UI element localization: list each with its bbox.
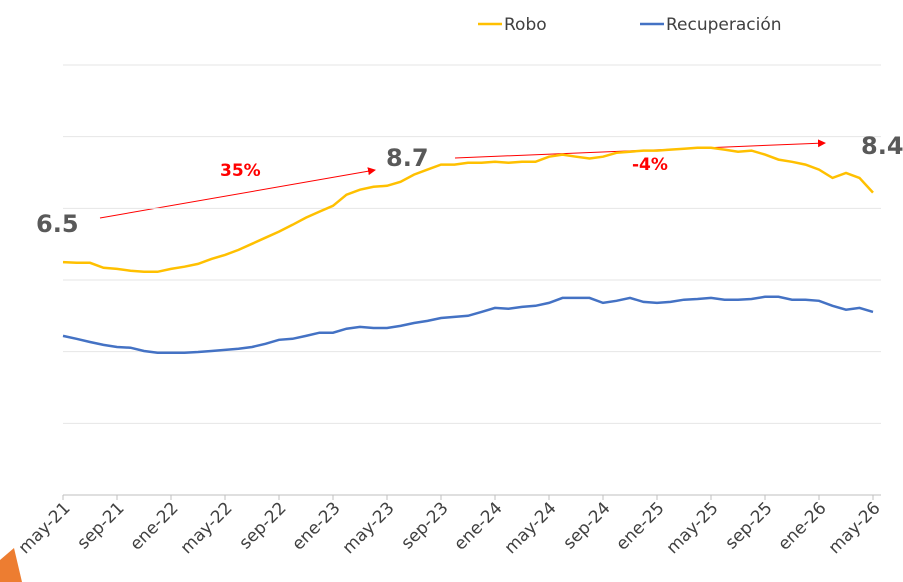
x-tick-label: sep-21 bbox=[73, 498, 128, 553]
x-tick-label: may-26 bbox=[825, 498, 885, 558]
x-tick-label: may-21 bbox=[15, 498, 75, 558]
x-tick-label: ene-26 bbox=[774, 498, 830, 554]
x-tick-label: may-24 bbox=[501, 498, 561, 558]
trend-arrow bbox=[99, 167, 376, 219]
x-tick-label: sep-22 bbox=[235, 498, 290, 553]
x-tick-label: may-23 bbox=[339, 498, 399, 558]
x-tick-label: ene-24 bbox=[450, 498, 506, 554]
annotation: 35% bbox=[220, 161, 261, 181]
series-line bbox=[62, 295, 874, 354]
x-tick-label: ene-25 bbox=[612, 498, 668, 554]
x-tick-label: ene-22 bbox=[126, 498, 182, 554]
x-tick-label: sep-24 bbox=[559, 498, 614, 553]
corner-decoration bbox=[0, 548, 22, 582]
legend-label: Robo bbox=[504, 15, 547, 35]
annotation: 8.7 bbox=[386, 144, 429, 172]
x-tick-label: may-25 bbox=[663, 498, 723, 558]
annotation: 8.4 bbox=[861, 132, 903, 160]
x-tick-label: ene-23 bbox=[288, 498, 344, 554]
x-tick-label: sep-23 bbox=[397, 498, 452, 553]
x-tick-label: sep-25 bbox=[721, 498, 776, 553]
annotation: -4% bbox=[632, 155, 668, 175]
legend-label: Recuperación bbox=[666, 15, 782, 35]
x-tick-label: may-22 bbox=[177, 498, 237, 558]
series-line bbox=[62, 146, 874, 274]
annotation: 6.5 bbox=[36, 210, 79, 238]
